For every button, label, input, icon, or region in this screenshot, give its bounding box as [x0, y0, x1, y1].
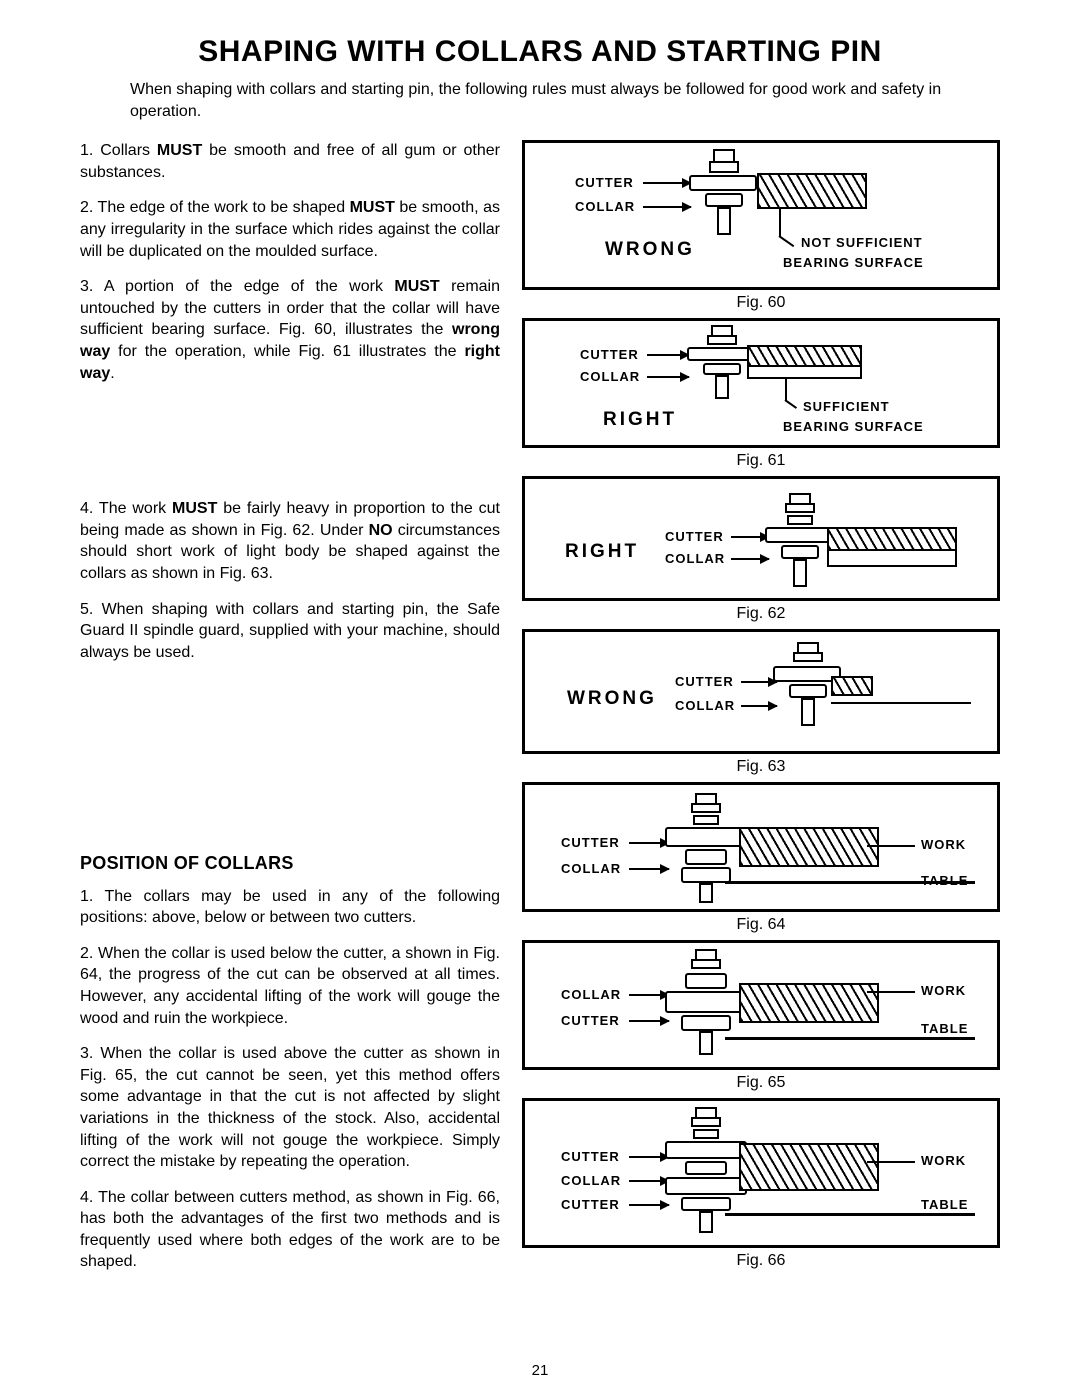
caption-64: Fig. 64 [522, 916, 1000, 934]
rule-5: 5. When shaping with collars and startin… [80, 599, 500, 664]
label-note2: BEARING SURFACE [783, 419, 924, 435]
label-cutter: CUTTER [561, 835, 620, 851]
label-collar: COLLAR [575, 199, 635, 215]
label-table: TABLE [921, 1197, 968, 1213]
caption-61: Fig. 61 [522, 452, 1000, 470]
label-collar: COLLAR [665, 551, 725, 567]
label-cutter: CUTTER [575, 175, 634, 191]
label-collar: COLLAR [561, 987, 621, 1003]
label-cutter2: CUTTER [561, 1197, 620, 1213]
page-number: 21 [0, 1362, 1080, 1379]
label-collar: COLLAR [675, 698, 735, 714]
rule-4: 4. The work MUST be fairly heavy in prop… [80, 498, 500, 584]
figure-61: CUTTER COLLAR RIGHT SUFFICIENT BEARING S… [522, 318, 1000, 448]
label-work: WORK [921, 1153, 966, 1169]
label-cutter: CUTTER [561, 1013, 620, 1029]
subhead-position: POSITION OF COLLARS [80, 851, 500, 875]
label-table: TABLE [921, 1021, 968, 1037]
pos-2: 2. When the collar is used below the cut… [80, 943, 500, 1029]
caption-63: Fig. 63 [522, 758, 1000, 776]
label-cutter: CUTTER [665, 529, 724, 545]
label-note2: BEARING SURFACE [783, 255, 924, 271]
pos-1: 1. The collars may be used in any of the… [80, 886, 500, 929]
caption-62: Fig. 62 [522, 605, 1000, 623]
figure-65: COLLAR CUTTER WORK TABLE [522, 940, 1000, 1070]
figure-62: RIGHT CUTTER COLLAR [522, 476, 1000, 601]
two-column-layout: 1. Collars MUST be smooth and free of al… [80, 140, 1000, 1287]
figure-66: CUTTER COLLAR CUTTER WORK TABLE [522, 1098, 1000, 1248]
label-work: WORK [921, 983, 966, 999]
label-cutter: CUTTER [675, 674, 734, 690]
label-collar: COLLAR [580, 369, 640, 385]
caption-60: Fig. 60 [522, 294, 1000, 312]
label-cutter1: CUTTER [561, 1149, 620, 1165]
pos-4: 4. The collar between cutters method, as… [80, 1187, 500, 1273]
label-note1: SUFFICIENT [803, 399, 890, 415]
figures-column: CUTTER COLLAR WRONG NOT SUFFICIENT BEARI… [522, 140, 1000, 1287]
label-note1: NOT SUFFICIENT [801, 235, 923, 251]
text-column: 1. Collars MUST be smooth and free of al… [80, 140, 500, 1287]
verdict-wrong: WRONG [567, 688, 657, 710]
verdict-right: RIGHT [603, 409, 677, 431]
label-collar: COLLAR [561, 1173, 621, 1189]
label-collar: COLLAR [561, 861, 621, 877]
label-table: TABLE [921, 873, 968, 889]
figure-64: CUTTER COLLAR WORK TABLE [522, 782, 1000, 912]
caption-66: Fig. 66 [522, 1252, 1000, 1270]
rule-2: 2. The edge of the work to be shaped MUS… [80, 197, 500, 262]
figure-60: CUTTER COLLAR WRONG NOT SUFFICIENT BEARI… [522, 140, 1000, 290]
caption-65: Fig. 65 [522, 1074, 1000, 1092]
verdict-wrong: WRONG [605, 239, 695, 261]
page-title: SHAPING WITH COLLARS AND STARTING PIN [80, 35, 1000, 69]
rule-1: 1. Collars MUST be smooth and free of al… [80, 140, 500, 183]
rule-3: 3. A portion of the edge of the work MUS… [80, 276, 500, 384]
label-cutter: CUTTER [580, 347, 639, 363]
label-work: WORK [921, 837, 966, 853]
intro-paragraph: When shaping with collars and starting p… [130, 79, 950, 122]
verdict-right: RIGHT [565, 541, 639, 563]
figure-63: WRONG CUTTER COLLAR [522, 629, 1000, 754]
pos-3: 3. When the collar is used above the cut… [80, 1043, 500, 1173]
